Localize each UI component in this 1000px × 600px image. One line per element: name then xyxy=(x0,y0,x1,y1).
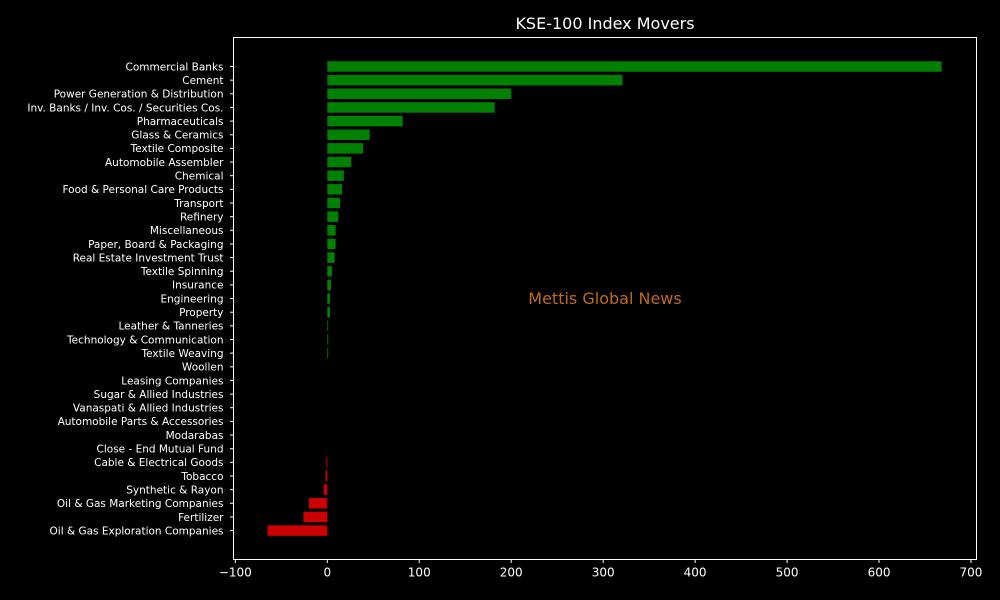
category-label-12: Miscellaneous xyxy=(150,225,224,237)
bar-19 xyxy=(327,320,329,332)
category-label-6: Textile Composite xyxy=(130,143,224,155)
x-axis-ticks-group: −100 0 100 200 300 400 500 600 700 xyxy=(219,559,983,580)
category-label-24: Sugar & Allied Industries xyxy=(94,389,224,401)
category-label-30: Tobacco xyxy=(180,471,223,483)
bar-14 xyxy=(327,252,335,263)
x-tick-label-5: 400 xyxy=(684,566,707,580)
category-label-10: Transport xyxy=(173,198,223,210)
bar-33 xyxy=(303,511,328,523)
bar-18 xyxy=(327,306,331,318)
x-tick-label-8: 700 xyxy=(960,566,983,580)
category-label-21: Textile Weaving xyxy=(141,348,224,360)
category-label-7: Automobile Assembler xyxy=(105,157,224,169)
x-tick-label-4: 300 xyxy=(592,566,615,580)
bars-group xyxy=(267,61,942,536)
category-label-11: Refinery xyxy=(180,211,224,223)
x-tick-label-2: 100 xyxy=(408,566,431,580)
bar-20 xyxy=(327,334,329,345)
bar-12 xyxy=(327,225,336,236)
x-tick-label-1: 0 xyxy=(323,566,331,580)
x-tick-label-6: 500 xyxy=(776,566,799,580)
category-label-33: Fertilizer xyxy=(178,512,224,524)
x-tick-label-3: 200 xyxy=(500,566,523,580)
x-tick-label-0: −100 xyxy=(219,566,252,580)
bar-21 xyxy=(327,347,329,359)
bar-3 xyxy=(327,102,495,113)
category-label-8: Chemical xyxy=(175,171,224,183)
bar-16 xyxy=(327,279,331,291)
bar-7 xyxy=(327,156,352,168)
category-label-2: Power Generation & Distribution xyxy=(54,89,224,101)
bar-13 xyxy=(327,238,336,250)
category-label-34: Oil & Gas Exploration Companies xyxy=(50,525,224,537)
bar-9 xyxy=(327,184,342,195)
category-labels-group: Commercial Banks Cement Power Generation &… xyxy=(27,61,234,537)
category-label-22: Woollen xyxy=(182,362,224,374)
bar-8 xyxy=(327,170,344,181)
category-label-16: Insurance xyxy=(172,280,224,292)
category-label-23: Leasing Companies xyxy=(121,375,223,387)
category-label-14: Real Estate Investment Trust xyxy=(73,252,224,264)
category-label-31: Synthetic & Rayon xyxy=(126,484,223,496)
category-label-13: Paper, Board & Packaging xyxy=(88,239,223,251)
category-label-4: Pharmaceuticals xyxy=(137,116,224,128)
category-label-0: Commercial Banks xyxy=(126,61,224,73)
bar-15 xyxy=(327,266,332,277)
bar-1 xyxy=(327,74,623,86)
category-label-9: Food & Personal Care Products xyxy=(62,184,223,196)
category-label-28: Close - End Mutual Fund xyxy=(97,444,224,456)
bar-0 xyxy=(327,61,942,72)
chart-title: KSE-100 Index Movers xyxy=(515,14,694,33)
bar-5 xyxy=(327,129,370,140)
category-label-25: Vanaspati & Allied Industries xyxy=(73,403,224,415)
x-tick-label-7: 600 xyxy=(868,566,891,580)
bar-31 xyxy=(323,484,328,495)
category-label-3: Inv. Banks / Inv. Cos. / Securities Cos. xyxy=(27,102,223,114)
category-label-5: Glass & Ceramics xyxy=(131,130,223,142)
bar-10 xyxy=(327,197,341,209)
category-label-26: Automobile Parts & Accessories xyxy=(58,416,224,428)
bar-29 xyxy=(326,457,328,468)
category-label-20: Technology & Communication xyxy=(66,334,223,346)
bar-4 xyxy=(327,115,403,127)
watermark-text: Mettis Global News xyxy=(528,289,681,308)
bar-11 xyxy=(327,211,339,222)
category-label-1: Cement xyxy=(182,75,223,87)
bar-2 xyxy=(327,88,512,100)
bar-34 xyxy=(267,525,328,536)
category-label-27: Modarabas xyxy=(166,430,224,442)
bar-30 xyxy=(325,470,328,482)
category-label-17: Engineering xyxy=(161,293,224,305)
bar-17 xyxy=(327,293,331,304)
category-label-18: Property xyxy=(179,307,223,319)
bar-6 xyxy=(327,143,364,154)
bar-32 xyxy=(308,498,328,509)
category-label-29: Cable & Electrical Goods xyxy=(94,457,223,469)
category-label-15: Textile Spinning xyxy=(140,266,224,278)
category-label-32: Oil & Gas Marketing Companies xyxy=(57,498,224,510)
category-label-19: Leather & Tanneries xyxy=(118,321,223,333)
